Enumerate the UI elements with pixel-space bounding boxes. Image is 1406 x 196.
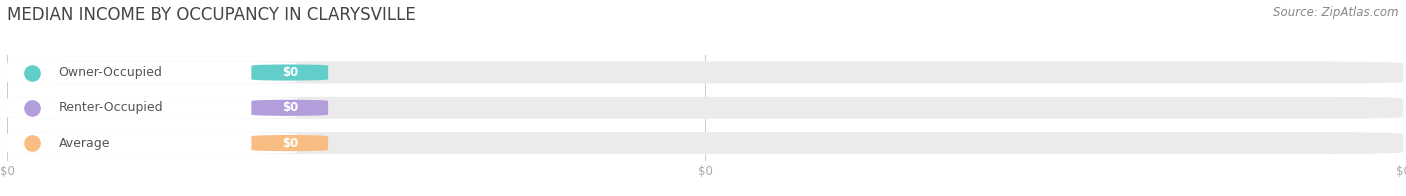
FancyBboxPatch shape [7,62,1403,83]
FancyBboxPatch shape [7,97,298,119]
Text: $0: $0 [281,66,298,79]
FancyBboxPatch shape [252,100,328,116]
FancyBboxPatch shape [7,132,1403,154]
Text: MEDIAN INCOME BY OCCUPANCY IN CLARYSVILLE: MEDIAN INCOME BY OCCUPANCY IN CLARYSVILL… [7,6,416,24]
Text: Source: ZipAtlas.com: Source: ZipAtlas.com [1274,6,1399,19]
Text: Average: Average [59,137,110,150]
Text: $0: $0 [281,137,298,150]
FancyBboxPatch shape [252,64,328,81]
Text: Renter-Occupied: Renter-Occupied [59,101,163,114]
FancyBboxPatch shape [7,62,298,83]
FancyBboxPatch shape [7,132,298,154]
FancyBboxPatch shape [7,97,1403,119]
Text: $0: $0 [281,101,298,114]
Text: Owner-Occupied: Owner-Occupied [59,66,163,79]
FancyBboxPatch shape [252,135,328,151]
